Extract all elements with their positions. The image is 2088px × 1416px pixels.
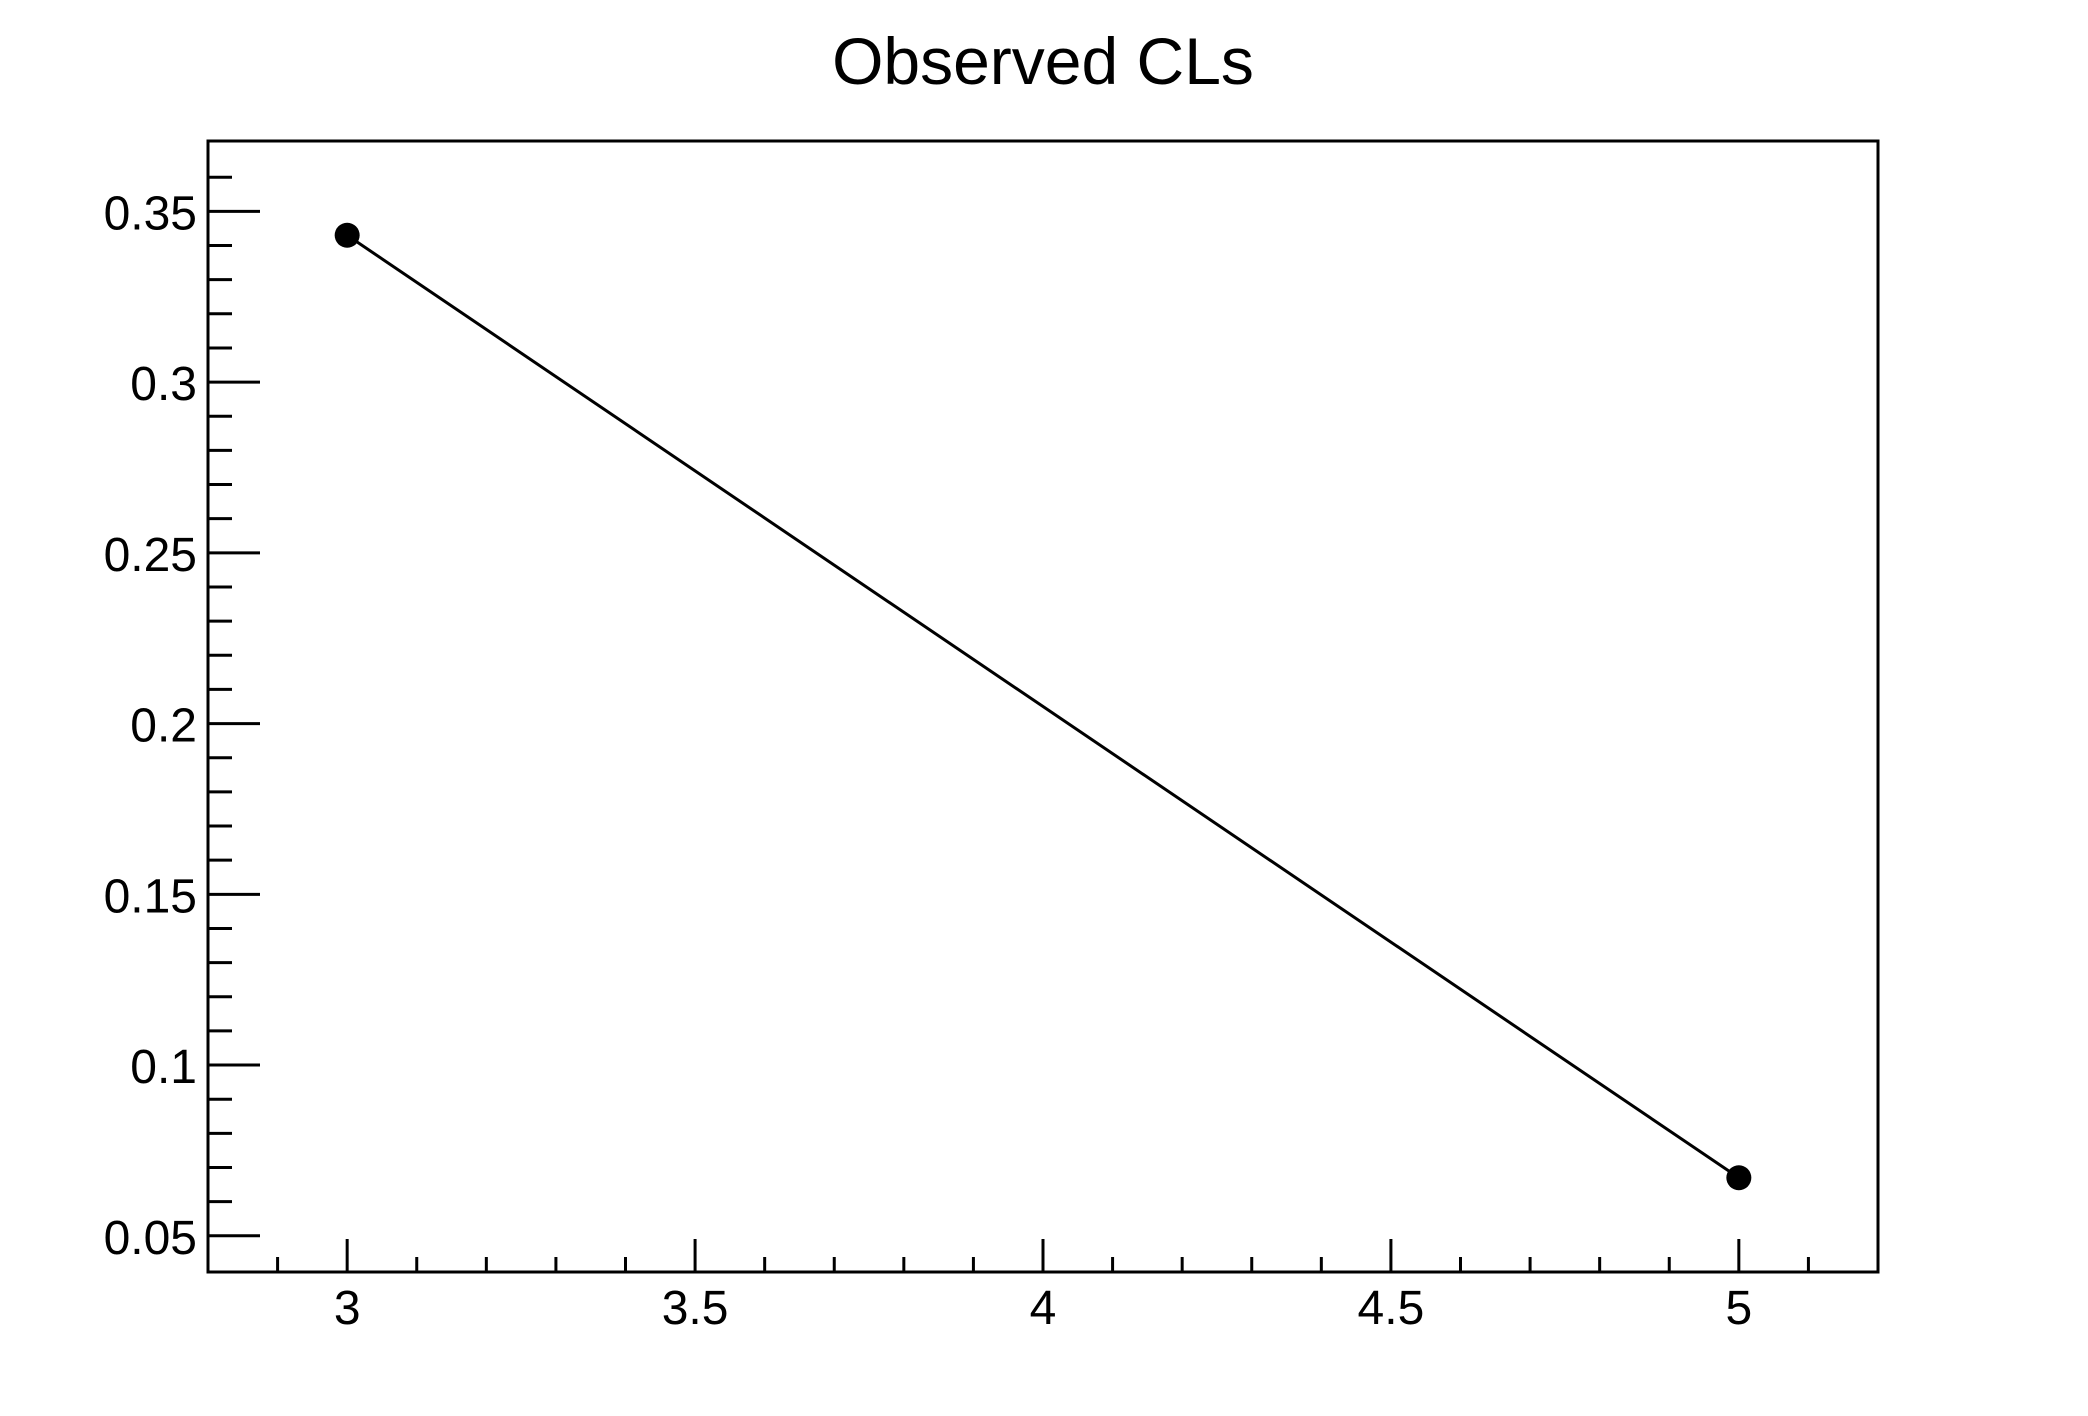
x-axis-tick-label: 5 xyxy=(1725,1282,1752,1335)
x-axis-tick-label: 3.5 xyxy=(662,1282,729,1335)
data-line xyxy=(346,234,1740,1179)
data-point-marker xyxy=(334,222,360,248)
y-axis-tick-label: 0.15 xyxy=(104,870,197,923)
y-axis-tick-label: 0.25 xyxy=(104,529,197,582)
y-axis-tick-label: 0.35 xyxy=(104,187,197,240)
x-axis-tick-label: 4.5 xyxy=(1358,1282,1425,1335)
data-point-marker xyxy=(1726,1165,1752,1191)
x-axis-tick-label: 3 xyxy=(334,1282,361,1335)
y-axis-tick-label: 0.2 xyxy=(130,700,197,753)
x-axis-tick-label: 4 xyxy=(1030,1282,1057,1335)
y-axis-tick-label: 0.05 xyxy=(104,1212,197,1265)
chart-title: Observed CLs xyxy=(832,24,1254,98)
y-axis-tick-label: 0.1 xyxy=(130,1041,197,1094)
y-axis-tick-label: 0.3 xyxy=(130,358,197,411)
